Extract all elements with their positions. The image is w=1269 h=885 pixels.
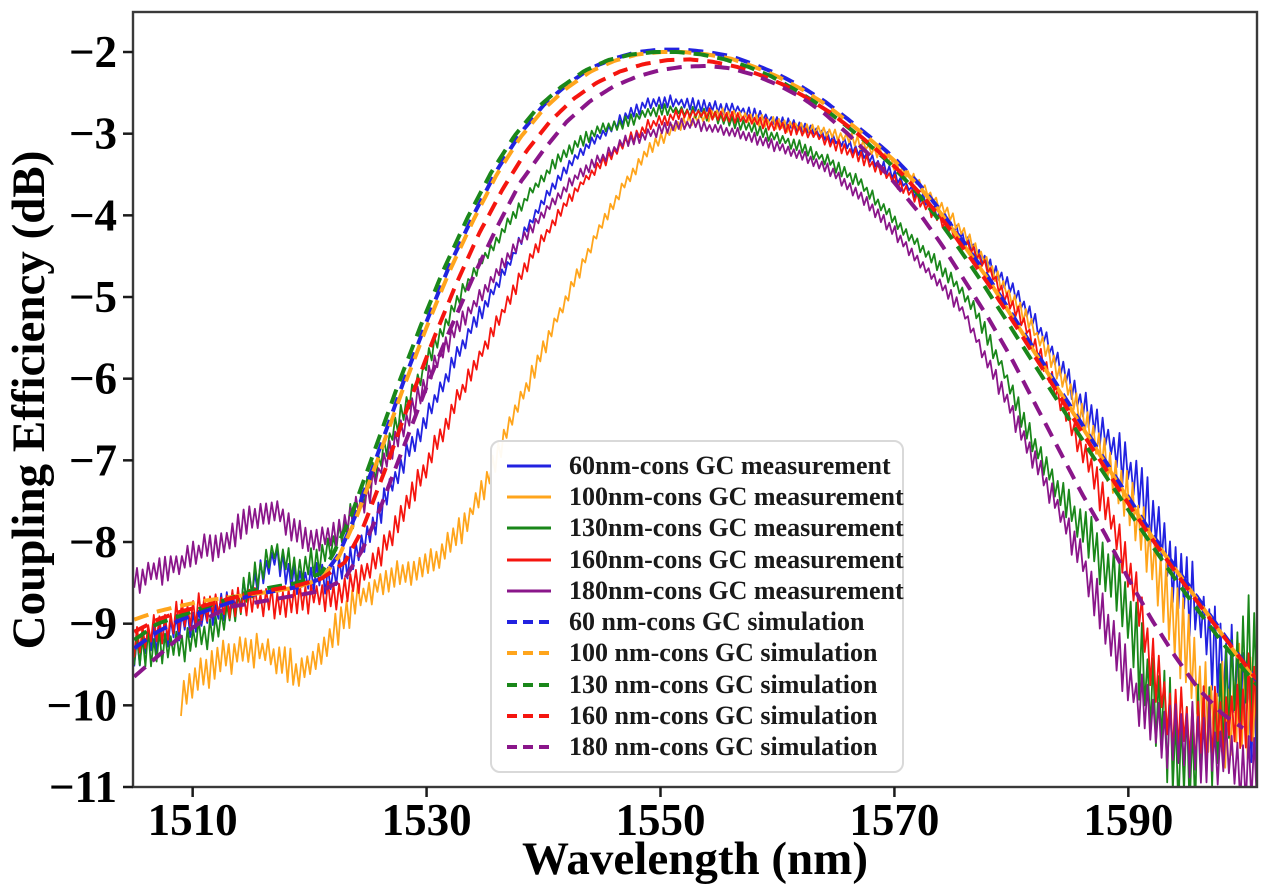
x-tick-label: 1530 <box>382 795 472 845</box>
legend-dashed-line-icon <box>507 620 551 625</box>
legend-label: 100nm-cons GC measurement <box>569 481 904 511</box>
legend-label: 100 nm-cons GC simulation <box>569 638 878 668</box>
series-130nm-cons-gc-measurement <box>134 103 1256 786</box>
axes-frame <box>131 10 1259 789</box>
y-tick-label: −9 <box>69 599 117 649</box>
legend-solid-line-icon <box>507 558 551 562</box>
legend-label: 180nm-cons GC measurement <box>569 575 904 605</box>
y-tick-label: −11 <box>49 762 117 812</box>
legend-item-60-nm-cons-gc-simulation: 60 nm-cons GC simulation <box>506 607 896 638</box>
y-tick-label: −8 <box>69 517 117 567</box>
legend-dashed-line-icon <box>507 745 551 750</box>
legend-solid-line-icon <box>507 464 551 468</box>
ticks-layer: 1510 1530 1550 1570 1590 −2 −3 −4 −5 −6 −7 −8 −9 −10 −… <box>46 27 1173 845</box>
x-tick-label: 1590 <box>1083 795 1173 845</box>
series-100nm-cons-gc-measurement <box>180 107 1256 769</box>
x-tick-label: 1550 <box>615 795 705 845</box>
legend-dashed-line-icon <box>507 651 551 656</box>
series-160-nm-cons-gc-simulation <box>134 57 1256 681</box>
legend-dashed-line-icon <box>507 714 551 719</box>
y-tick-label: −7 <box>69 435 117 485</box>
x-tick-label: 1570 <box>849 795 939 845</box>
legend-item-130-nm-cons-gc-simulation: 130 nm-cons GC simulation <box>506 669 896 700</box>
legend-label: 160 nm-cons GC simulation <box>569 701 878 731</box>
legend-item-180-nm-cons-gc-simulation: 180 nm-cons GC simulation <box>506 732 896 763</box>
series-180nm-cons-gc-measurement <box>134 117 1256 786</box>
series-130-nm-cons-gc-simulation <box>134 50 1256 687</box>
legend-solid-line-icon <box>507 495 551 499</box>
y-tick-label: −4 <box>69 190 117 240</box>
y-tick-label: −3 <box>69 109 117 159</box>
x-tick-label: 1510 <box>148 795 238 845</box>
legend-box: 60nm-cons GC measurement 100nm-cons GC me… <box>490 440 904 773</box>
legend-label: 60nm-cons GC measurement <box>569 450 891 480</box>
legend-label: 130nm-cons GC measurement <box>569 513 904 543</box>
legend-label: 160nm-cons GC measurement <box>569 544 904 574</box>
legend-item-100nm-cons-gc-measurement: 100nm-cons GC measurement <box>506 481 904 512</box>
legend-item-130nm-cons-gc-measurement: 130nm-cons GC measurement <box>506 513 904 544</box>
legend-label: 130 nm-cons GC simulation <box>569 669 878 699</box>
legend-label: 180 nm-cons GC simulation <box>569 732 878 762</box>
legend-item-100-nm-cons-gc-simulation: 100 nm-cons GC simulation <box>506 638 896 669</box>
legend-item-160nm-cons-gc-measurement: 160nm-cons GC measurement <box>506 544 904 575</box>
y-tick-label: −5 <box>69 272 117 322</box>
series-180-nm-cons-gc-simulation <box>134 63 1245 730</box>
legend-item-60nm-cons-gc-measurement: 60nm-cons GC measurement <box>506 450 896 481</box>
legend-label: 60 nm-cons GC simulation <box>569 607 865 637</box>
series-layer <box>134 47 1256 786</box>
legend-solid-line-icon <box>507 526 551 530</box>
legend-item-180nm-cons-gc-measurement: 180nm-cons GC measurement <box>506 575 904 606</box>
y-tick-label: −10 <box>46 680 117 730</box>
y-tick-label: −6 <box>69 354 117 404</box>
plot-border <box>131 10 1259 789</box>
x-axis-title: Wavelength (nm) <box>522 833 868 885</box>
legend-solid-line-icon <box>507 589 551 593</box>
legend-item-160-nm-cons-gc-simulation: 160 nm-cons GC simulation <box>506 701 896 732</box>
y-tick-label: −2 <box>69 27 117 77</box>
y-axis-title: Coupling Efficiency (dB) <box>3 151 55 650</box>
legend-dashed-line-icon <box>507 682 551 687</box>
